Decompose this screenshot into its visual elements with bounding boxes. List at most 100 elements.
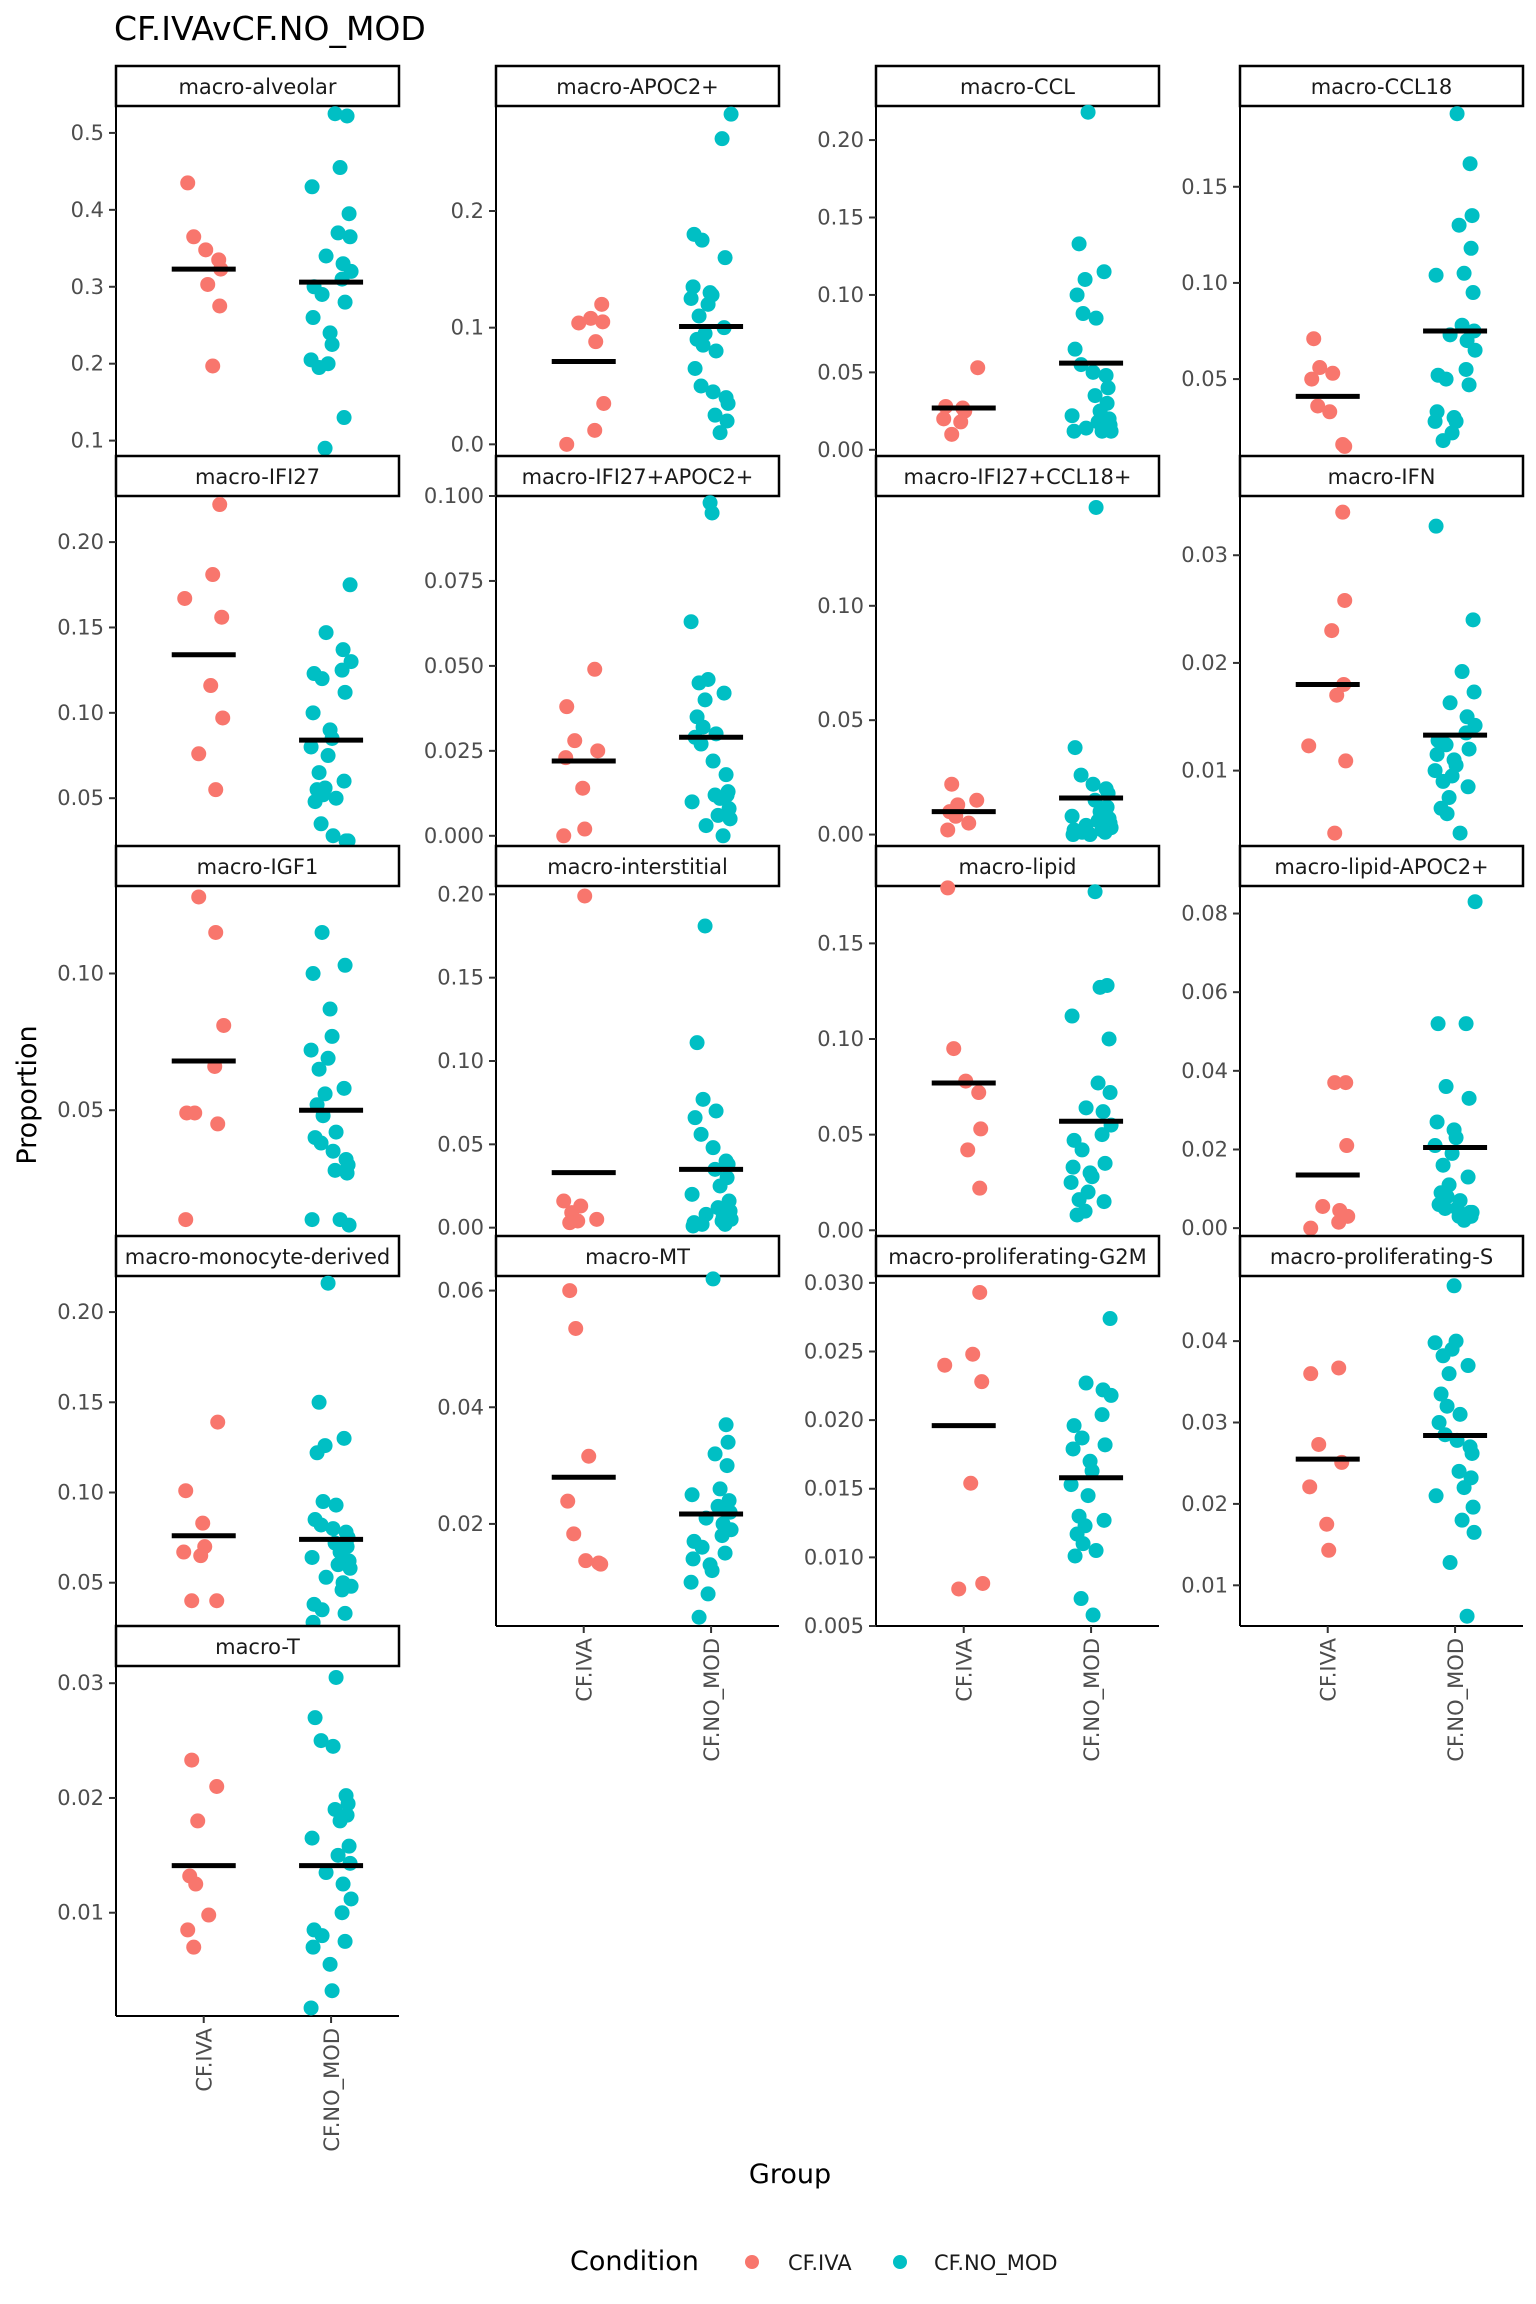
cf-iva-point — [575, 780, 591, 796]
y-tick-label: 0.20 — [57, 530, 104, 554]
panel-macro-interstitial: macro-interstitial 0.00 0.05 0.10 0.15 0.20 — [437, 844, 781, 1240]
strip-label: macro-monocyte-derived — [125, 1245, 390, 1269]
strip-box — [874, 1234, 1161, 1278]
cf-no-mod-point — [325, 1521, 341, 1537]
cf-no-mod-point — [1067, 341, 1083, 357]
cf-no-mod-point — [334, 1905, 350, 1921]
x-tick-label: CF.IVA — [193, 2027, 217, 2091]
cf-no-mod-point — [305, 966, 321, 981]
cf-no-mod-point — [1082, 827, 1098, 843]
y-tick-label: 0.10 — [57, 701, 104, 725]
y-axis-title: Proportion — [12, 1025, 43, 1164]
cf-no-mod-point — [1069, 287, 1085, 303]
cf-iva-point — [184, 1593, 200, 1609]
cf-no-mod-point — [1454, 664, 1470, 680]
panel-macro-IFI27+APOC2+: macro-IFI27+APOC2+ 0.000 0.025 0.050 0.075 0.… — [424, 454, 781, 848]
x-tick-label: CF.NO_MOD — [700, 1638, 725, 1762]
strip-label: macro-APOC2+ — [556, 75, 719, 99]
cf-no-mod-point — [708, 343, 724, 359]
cf-no-mod-point — [336, 410, 352, 426]
cf-no-mod-point — [694, 232, 710, 248]
cf-no-mod-point — [1427, 413, 1443, 429]
cf-no-mod-point — [1428, 267, 1444, 283]
cf-iva-point — [1311, 1436, 1327, 1452]
cf-no-mod-point — [314, 1602, 330, 1618]
cf-iva-point — [209, 1593, 225, 1609]
cf-iva-point — [208, 924, 224, 940]
cf-iva-point — [1331, 1360, 1347, 1376]
cf-no-mod-point — [712, 790, 728, 806]
y-tick-label: 0.050 — [424, 654, 484, 678]
cf-no-mod-point — [1088, 1543, 1104, 1559]
y-tick-label: 0.03 — [1181, 1411, 1228, 1435]
panel-macro-IFN: macro-IFN 0.01 0.02 0.03 — [1181, 454, 1525, 847]
cf-no-mod-point — [691, 675, 707, 691]
cf-no-mod-point — [714, 131, 730, 147]
cf-no-mod-point — [1094, 423, 1110, 439]
cf-iva-point — [596, 396, 612, 411]
cf-iva-point — [944, 776, 960, 792]
cf-no-mod-point — [1063, 1174, 1079, 1190]
y-tick-label: 0.10 — [1181, 271, 1228, 295]
cf-iva-point — [191, 889, 207, 905]
cf-iva-point — [568, 1321, 584, 1336]
y-tick-label: 0.10 — [437, 1049, 484, 1073]
cf-no-mod-point — [320, 1275, 336, 1291]
y-tick-label: 0.05 — [57, 786, 104, 810]
y-tick-label: 0.05 — [817, 1123, 864, 1147]
cf-no-mod-point — [1088, 310, 1104, 326]
cf-no-mod-point — [342, 229, 358, 245]
cf-no-mod-point — [330, 1847, 346, 1863]
cf-no-mod-point — [328, 1497, 344, 1513]
cf-iva-point — [567, 733, 583, 749]
cf-no-mod-point — [337, 957, 353, 973]
cf-no-mod-point — [307, 1710, 323, 1726]
cf-iva-point — [198, 242, 214, 258]
cf-no-mod-point — [334, 662, 350, 678]
cf-no-mod-point — [1094, 1407, 1110, 1423]
cf-iva-point — [578, 1553, 594, 1569]
y-tick-label: 0.10 — [57, 962, 104, 986]
y-tick-label: 0.05 — [817, 360, 864, 384]
cf-no-mod-point — [707, 1446, 723, 1462]
cf-no-mod-point — [1435, 1157, 1451, 1173]
cf-no-mod-point — [1451, 217, 1467, 233]
cf-no-mod-point — [317, 440, 333, 456]
cf-iva-point — [1312, 360, 1328, 376]
cf-no-mod-point — [1441, 1366, 1457, 1382]
y-tick-label: 0.020 — [804, 1408, 864, 1432]
cf-no-mod-point — [1460, 1169, 1476, 1185]
cf-no-mod-point — [304, 179, 320, 195]
cf-no-mod-point — [1071, 236, 1087, 252]
cf-iva-point — [562, 1283, 578, 1299]
cf-no-mod-point — [1085, 364, 1101, 380]
cf-iva-point — [1327, 1075, 1343, 1091]
cf-iva-point — [587, 422, 603, 438]
cf-iva-point — [973, 1121, 989, 1137]
cf-no-mod-point — [328, 1669, 344, 1685]
cf-no-mod-point — [719, 1458, 735, 1474]
cf-no-mod-point — [1462, 156, 1478, 172]
cf-no-mod-point — [1467, 894, 1483, 910]
cf-iva-point — [589, 1211, 605, 1227]
cf-no-mod-point — [1460, 1358, 1476, 1374]
y-tick-label: 0.06 — [437, 1279, 484, 1303]
cf-no-mod-point — [1464, 1445, 1480, 1461]
y-tick-label: 0.3 — [71, 275, 104, 299]
cf-no-mod-point — [687, 361, 703, 376]
cf-iva-point — [200, 276, 216, 292]
cf-no-mod-point — [705, 753, 721, 769]
cf-no-mod-point — [1428, 518, 1444, 534]
cf-no-mod-point — [710, 1498, 726, 1514]
cf-iva-point — [1315, 1199, 1331, 1215]
cf-iva-point — [201, 1907, 217, 1923]
cf-iva-point — [215, 710, 231, 726]
cf-no-mod-point — [328, 790, 344, 806]
cf-iva-point — [209, 1778, 225, 1794]
cf-iva-point — [210, 1116, 226, 1132]
cf-no-mod-point — [1065, 1441, 1081, 1457]
cf-no-mod-point — [336, 1080, 352, 1096]
cf-iva-point — [937, 1357, 953, 1373]
cf-no-mod-point — [1442, 695, 1458, 711]
